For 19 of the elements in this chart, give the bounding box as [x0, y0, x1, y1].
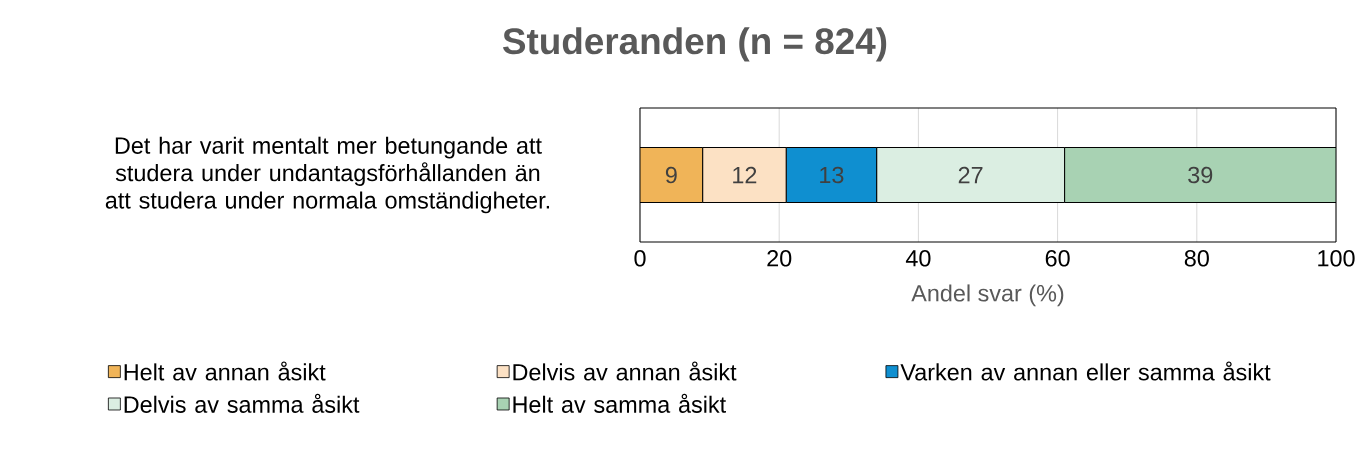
data-label: 9	[665, 166, 677, 184]
y-tick-label: Det har varit mentalt mer betungande att studera under undantagsförhållanden än att studera under normala omständigheter.	[105, 136, 549, 214]
legend-label: Delvis av samma åsikt	[124, 393, 360, 413]
legend-label: Helt av annan åsikt	[124, 361, 326, 381]
x-tick-label: 0	[634, 250, 646, 267]
x-axis-title: Andel svar (%)	[911, 284, 1064, 307]
x-tick-label: 80	[1184, 250, 1209, 267]
data-label: 27	[958, 166, 983, 184]
data-label: 13	[820, 166, 844, 184]
x-tick-label: 60	[1045, 250, 1070, 267]
legend-label: Delvis av annan åsikt	[513, 361, 737, 381]
x-tick-label: 40	[905, 250, 931, 267]
legend-label: Varken av annan eller samma åsikt	[900, 361, 1271, 381]
chart-title: Studeranden (n = 824)	[502, 27, 887, 62]
x-tick-label: 20	[767, 250, 792, 267]
data-label: 39	[1188, 166, 1213, 184]
x-tick-label: 100	[1318, 250, 1355, 267]
data-label: 12	[733, 166, 757, 184]
legend-label: Helt av samma åsikt	[513, 393, 726, 413]
